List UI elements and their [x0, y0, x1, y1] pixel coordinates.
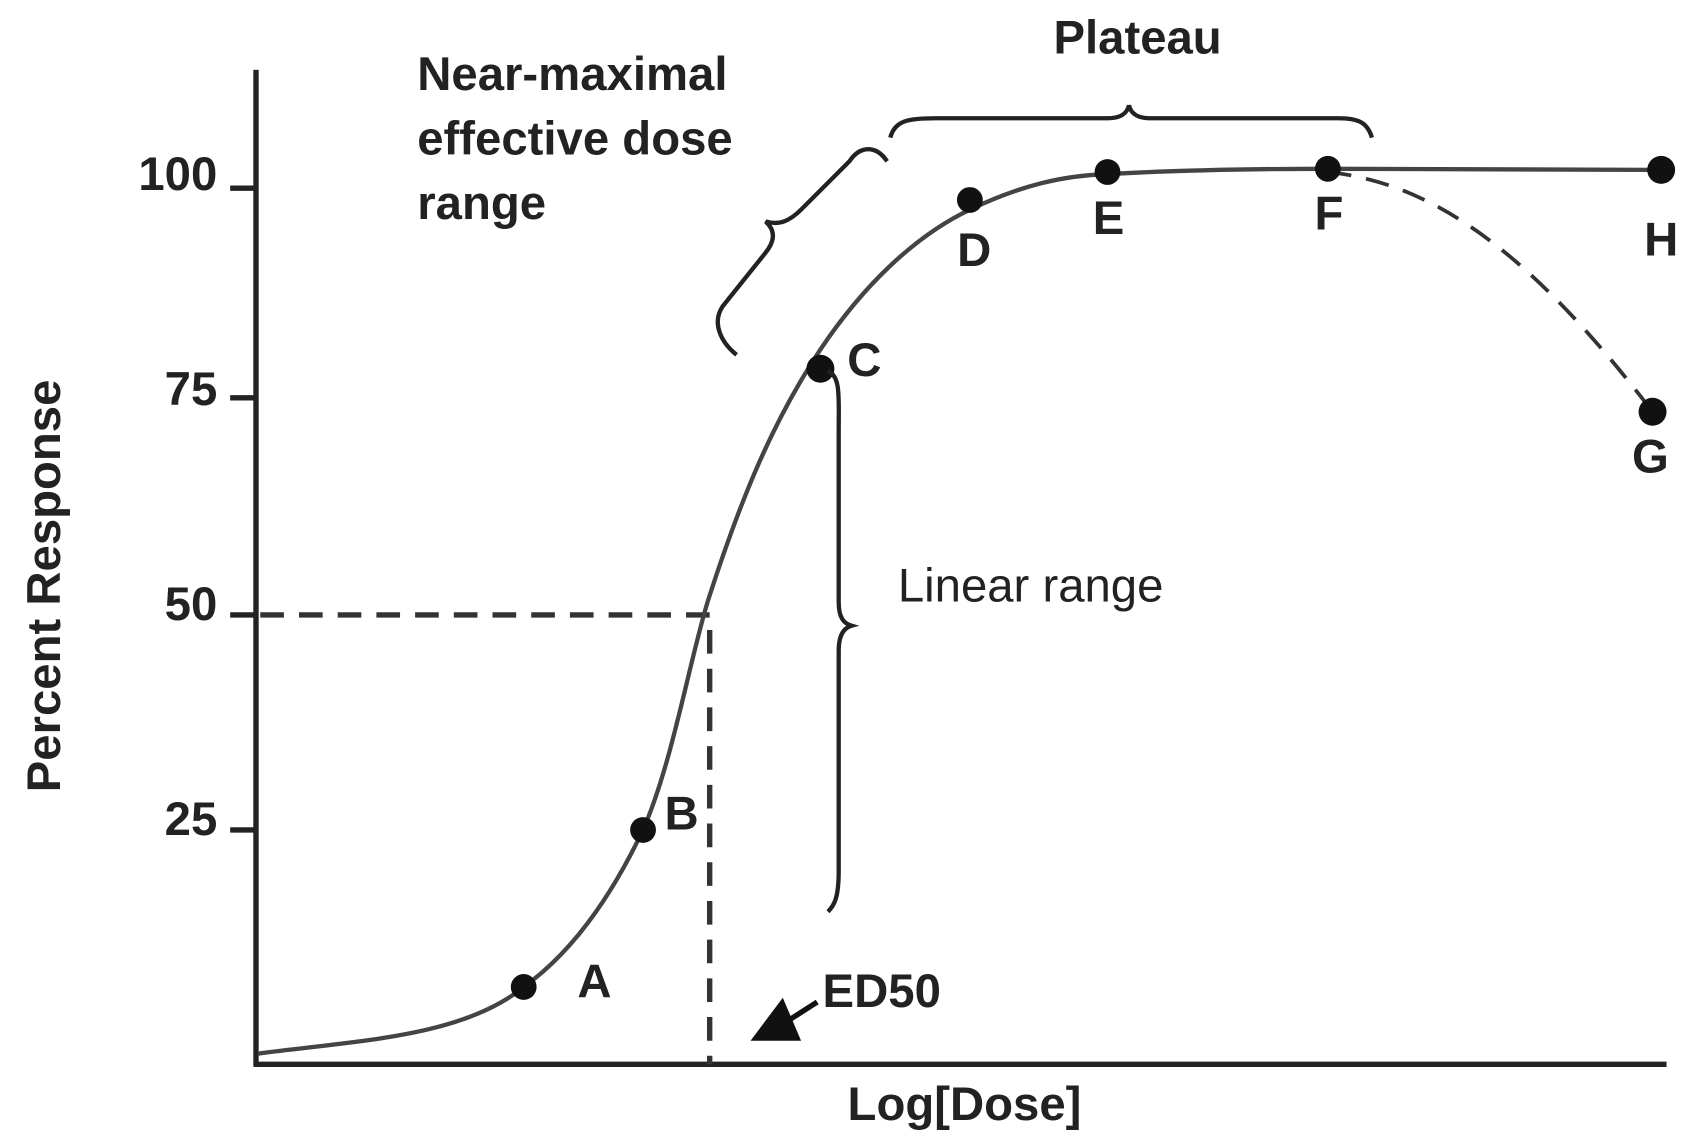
- point: [956, 187, 983, 213]
- brace: [715, 147, 889, 357]
- annotation: effective dose: [417, 112, 732, 165]
- point: [1638, 397, 1667, 426]
- point-label: B: [665, 788, 699, 841]
- ed50-marker: [750, 997, 802, 1041]
- annotation: Near-maximal: [417, 48, 727, 101]
- x-axis-label: Log[Dose]: [848, 1078, 1082, 1131]
- arrow: [788, 999, 819, 1022]
- point-label: H: [1644, 213, 1678, 266]
- point-label: F: [1315, 188, 1344, 241]
- annotation: Plateau: [1053, 11, 1221, 64]
- point: [1094, 159, 1121, 185]
- tick-label: 25: [165, 793, 218, 846]
- brace: [826, 368, 860, 914]
- point-label: D: [957, 224, 991, 277]
- point-label: E: [1093, 192, 1125, 245]
- point-label: G: [1632, 431, 1669, 484]
- declining-curve: [1327, 170, 1655, 413]
- brace: [888, 104, 1375, 139]
- point-label: A: [577, 955, 611, 1008]
- tick-label: 50: [165, 578, 218, 631]
- ed50-guide: [260, 612, 713, 1065]
- y-axis-label: Percent Response: [18, 380, 71, 793]
- tick-label: 100: [138, 148, 217, 201]
- point: [806, 354, 835, 383]
- point: [1647, 155, 1676, 184]
- annotation: Linear range: [898, 560, 1164, 613]
- point: [630, 817, 656, 843]
- point: [1314, 155, 1341, 182]
- tick-label: 75: [165, 363, 218, 416]
- annotation: range: [417, 177, 546, 230]
- point-label: C: [847, 334, 881, 387]
- point: [510, 974, 537, 1000]
- ed50-label: ED50: [823, 965, 941, 1018]
